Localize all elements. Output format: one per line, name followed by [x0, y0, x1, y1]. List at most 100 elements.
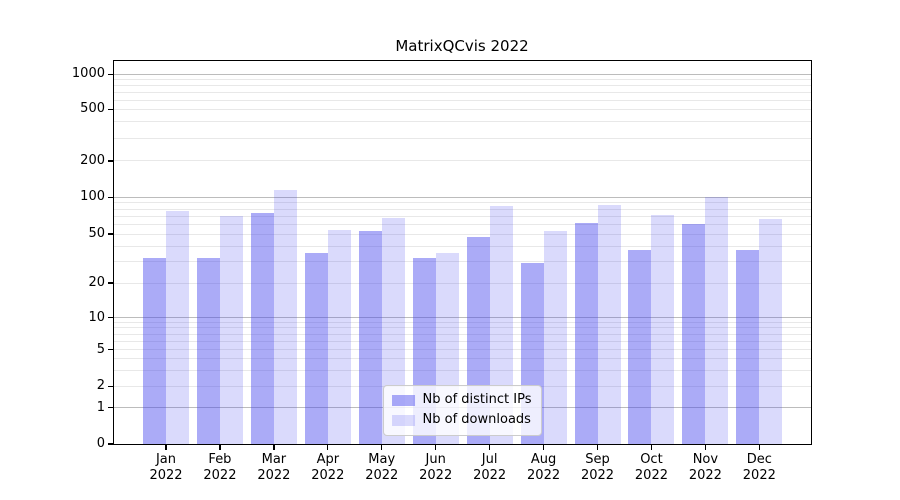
x-tick-label: Oct 2022: [619, 452, 683, 484]
x-tick-label: Jun 2022: [404, 452, 468, 484]
x-tick-year: 2022: [580, 468, 615, 483]
x-tick-month: Apr: [316, 452, 340, 467]
minor-gridline: [114, 223, 811, 225]
x-tick-label: Jul 2022: [458, 452, 522, 484]
axis-layer: 0 1 2 5 10 20 50 100 200 500 1000 Jan 2022 Feb 2022 Mar…: [72, 61, 811, 483]
x-tick: [758, 445, 760, 450]
minor-gridline: [114, 349, 811, 351]
x-tick-label: May 2022: [350, 452, 414, 484]
bar-nb-of-downloads-jan: [166, 211, 189, 444]
y-tick-label: 2: [96, 378, 105, 394]
major-gridline: [114, 317, 811, 319]
legend-item-downloads: Nb of downloads: [391, 411, 532, 429]
y-tick: [108, 443, 113, 445]
chart-title: MatrixQCvis 2022: [395, 37, 529, 55]
legend-swatch-downloads: [391, 414, 415, 426]
bar-nb-of-distinct-ips-sep: [574, 222, 598, 444]
x-tick-label: Sep 2022: [566, 452, 630, 484]
x-tick-month: Nov: [692, 452, 719, 467]
minor-gridline: [114, 369, 811, 371]
x-tick-label: Dec 2022: [727, 452, 791, 484]
minor-gridline: [114, 137, 811, 139]
bar-nb-of-downloads-feb: [219, 215, 243, 444]
y-tick: [108, 233, 113, 235]
x-tick-label: Apr 2022: [296, 452, 360, 484]
x-tick: [704, 445, 707, 450]
x-tick: [596, 445, 599, 450]
x-tick: [435, 445, 437, 450]
x-tick-year: 2022: [257, 468, 291, 483]
legend-label-downloads: Nb of downloads: [422, 412, 531, 427]
x-tick-month: Feb: [208, 452, 232, 467]
x-tick-year: 2022: [203, 468, 237, 483]
bar-nb-of-distinct-ips-dec: [736, 250, 760, 444]
x-tick: [219, 445, 221, 450]
x-tick-month: Jun: [425, 452, 446, 467]
minor-gridline: [114, 282, 811, 284]
y-tick-label: 1: [96, 399, 105, 415]
y-tick-label: 50: [88, 226, 105, 242]
x-tick-label: Feb 2022: [188, 452, 252, 484]
bar-nb-of-distinct-ips-apr: [304, 253, 328, 444]
minor-gridline: [114, 215, 811, 217]
x-tick-month: Mar: [261, 452, 287, 467]
minor-gridline: [114, 233, 811, 235]
y-tick-label: 500: [80, 101, 105, 117]
x-tick-year: 2022: [527, 468, 561, 483]
major-gridline: [114, 73, 811, 75]
legend-item-distinct-ips: Nb of distinct IPs: [391, 391, 532, 409]
bar-nb-of-downloads-sep: [597, 204, 621, 444]
grid-layer: [114, 61, 811, 444]
minor-gridline: [114, 108, 811, 110]
y-tick: [108, 406, 113, 409]
x-tick-label: Aug 2022: [512, 452, 576, 484]
y-tick: [108, 160, 113, 162]
bar-nb-of-distinct-ips-nov: [682, 223, 706, 444]
x-tick: [381, 445, 383, 450]
x-tick-year: 2022: [473, 468, 507, 483]
x-tick-month: Oct: [640, 452, 663, 467]
x-tick: [327, 445, 329, 450]
bar-nb-of-downloads-jul: [489, 205, 513, 444]
x-tick-month: May: [368, 452, 396, 467]
minor-gridline: [114, 160, 811, 162]
bar-nb-of-distinct-ips-feb: [196, 257, 220, 444]
bar-nb-of-downloads-aug: [543, 231, 567, 444]
minor-gridline: [114, 322, 811, 323]
x-tick: [273, 445, 275, 450]
x-tick-month: Dec: [746, 452, 772, 467]
plot-area: 0 1 2 5 10 20 50 100 200 500 1000 Jan 2022 Feb 2022 Mar…: [72, 60, 812, 483]
bar-nb-of-distinct-ips-may: [358, 231, 382, 444]
minor-gridline: [114, 260, 811, 262]
bar-nb-of-distinct-ips-jan: [143, 257, 166, 444]
minor-gridline: [114, 85, 811, 87]
y-tick-label: 5: [96, 341, 105, 357]
x-tick-month: Sep: [585, 452, 610, 467]
minor-gridline: [114, 208, 811, 210]
x-tick-label: Nov 2022: [673, 452, 737, 484]
y-tick-label: 20: [88, 275, 105, 291]
bar-nb-of-downloads-apr: [327, 230, 351, 444]
minor-gridline: [114, 358, 811, 360]
y-tick: [108, 196, 113, 198]
y-tick-label: 1000: [71, 66, 105, 82]
legend-label-distinct-ips: Nb of distinct IPs: [422, 392, 532, 407]
x-tick: [650, 445, 653, 450]
bar-nb-of-downloads-dec: [759, 219, 783, 444]
minor-gridline: [114, 121, 811, 123]
x-tick-year: 2022: [149, 468, 183, 483]
x-tick-year: 2022: [311, 468, 345, 483]
y-tick-label: 200: [80, 152, 105, 168]
bar-nb-of-downloads-oct: [651, 214, 675, 444]
minor-gridline: [114, 202, 811, 204]
x-tick-label: Mar 2022: [242, 452, 306, 484]
y-tick-label: 10: [88, 309, 105, 325]
minor-gridline: [114, 340, 811, 342]
minor-gridline: [114, 245, 811, 247]
legend-swatch-distinct-ips: [391, 394, 415, 406]
x-tick-year: 2022: [634, 468, 668, 483]
y-tick: [108, 385, 113, 387]
bar-nb-of-downloads-nov: [705, 196, 729, 444]
x-tick: [488, 445, 491, 450]
